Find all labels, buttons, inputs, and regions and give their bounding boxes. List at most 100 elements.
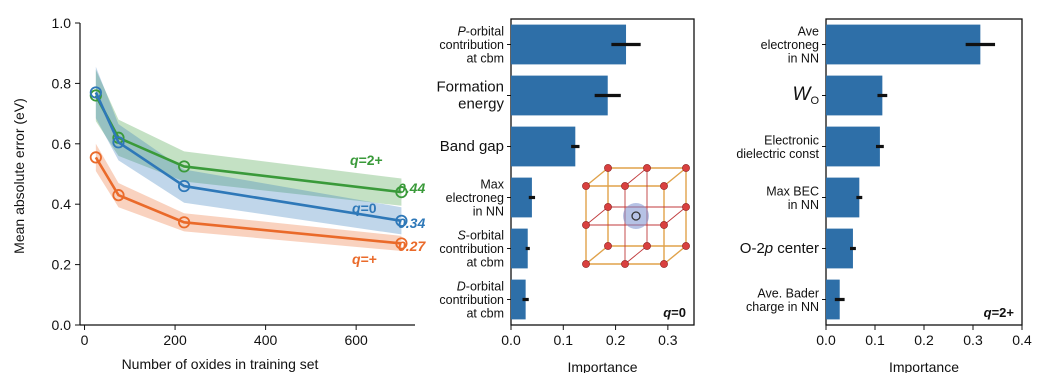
crystal-bond (663, 167, 687, 187)
series-label-q: q (352, 200, 361, 216)
category-label: P-orbital (457, 25, 504, 39)
x-axis-title: Importance (567, 359, 637, 373)
bar (511, 279, 526, 320)
crystal-atom (582, 182, 590, 190)
x-tick-label: 200 (163, 332, 187, 348)
category-label: energy (458, 96, 504, 113)
x-tick-label: 0.0 (816, 332, 836, 348)
panel-tag: q=0 (663, 305, 686, 320)
series-label-eq: =0 (361, 200, 377, 216)
category-label-italic: P (457, 25, 466, 39)
panel-tag-q: q (984, 305, 992, 320)
error-band-1 (95, 66, 402, 235)
category-label: contribution (439, 242, 504, 256)
crystal-atom (660, 260, 668, 268)
category-label: Ave. Bader (757, 286, 819, 300)
plot-frame (825, 18, 1023, 326)
bar (826, 75, 883, 116)
panel-tag-q: q (663, 305, 671, 320)
y-axis-title: Mean absolute error (eV) (11, 98, 27, 254)
bar (826, 126, 880, 167)
crystal-atom (682, 164, 690, 172)
panel-tag: q=2+ (984, 305, 1015, 320)
x-tick-label: 400 (254, 332, 278, 348)
x-axis-title: Number of oxides in training set (122, 356, 319, 372)
crystal-bond (585, 206, 609, 226)
crystal-atom (604, 164, 612, 172)
x-tick-label: 0.1 (554, 332, 574, 348)
y-tick-label: 1.0 (52, 15, 72, 31)
crystal-atom (660, 182, 668, 190)
bar (511, 177, 532, 218)
category-label: contribution (439, 38, 504, 52)
category-label: contribution (439, 293, 504, 307)
category-label: in NN (788, 198, 819, 212)
category-label-rest: -orbital (466, 229, 504, 243)
category-label-b: center (773, 240, 819, 257)
category-label: dielectric const (736, 147, 819, 161)
data-point (178, 216, 191, 229)
category-label: O-2p center (740, 240, 819, 257)
crystal-atom (582, 221, 590, 229)
bar (826, 177, 860, 218)
category-label: Band gap (440, 138, 504, 155)
series-line-2 (94, 156, 402, 245)
data-point (112, 136, 125, 149)
y-tick-label: 0.6 (52, 136, 72, 152)
plot-frame (510, 18, 695, 326)
panel-tag-rest: =2+ (992, 305, 1015, 320)
category-label: Max (480, 178, 504, 192)
series-value-label-1: 0.34 (398, 215, 425, 231)
line-chart-panel: 0.0 0.2 0.4 0.6 0.8 1.0 0 200 400 600 Number of ox… (11, 15, 426, 372)
data-point (395, 237, 408, 250)
x-tick-label: 0.4 (1012, 332, 1032, 348)
category-label-w: W (793, 84, 813, 105)
bar (826, 24, 981, 65)
y-tick-label: 0.8 (52, 75, 72, 91)
data-point (178, 160, 191, 173)
data-point (89, 151, 102, 164)
series-label-1: q=0 (352, 200, 377, 216)
category-label-rest: -orbital (466, 280, 504, 294)
x-tick-label: 0.0 (501, 332, 521, 348)
series-label-0: q=2+ (350, 152, 383, 168)
y-tick-label: 0.0 (52, 317, 72, 333)
category-label-sub: O (810, 95, 819, 107)
category-label-p: p (764, 240, 773, 257)
category-label: electroneg (446, 191, 504, 205)
data-point (112, 189, 125, 202)
crystal-bond (663, 206, 687, 226)
crystal-bond (585, 245, 609, 265)
category-label: Electronic (764, 133, 819, 147)
crystal-atom (621, 182, 629, 190)
category-label-rest: -orbital (466, 25, 504, 39)
crystal-atom (604, 203, 612, 211)
category-label-italic: S (457, 229, 466, 243)
series-value-label-0: 0.44 (398, 180, 425, 196)
category-label: WO (793, 84, 820, 107)
x-tick-label: 0.3 (963, 332, 983, 348)
bar (826, 279, 840, 320)
category-label: at cbm (466, 307, 504, 321)
category-label: charge in NN (746, 300, 819, 314)
x-tick-label: 600 (344, 332, 368, 348)
category-label: at cbm (466, 256, 504, 270)
category-label: in NN (788, 52, 819, 66)
crystal-atom (582, 260, 590, 268)
bar (511, 228, 528, 269)
data-point (395, 214, 408, 227)
bar (511, 75, 608, 116)
series-label-eq: =+ (361, 251, 377, 267)
category-label: in NN (473, 205, 504, 219)
crystal-atom (604, 242, 612, 250)
series-value-label-2: 0.27 (398, 238, 426, 254)
x-axis-title: Importance (889, 359, 959, 373)
panel-tag-rest: =0 (671, 305, 686, 320)
data-point (178, 179, 191, 193)
error-band-0 (95, 69, 402, 206)
crystal-atom (660, 221, 668, 229)
series-label-q: q (352, 251, 361, 267)
series-label-q: q (350, 152, 359, 168)
crystal-atom (643, 164, 651, 172)
